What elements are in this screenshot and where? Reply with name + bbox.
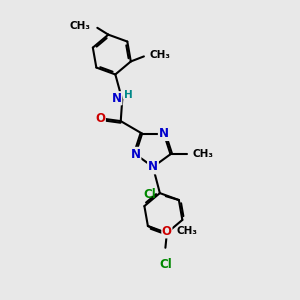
Text: H: H xyxy=(124,90,133,100)
Text: CH₃: CH₃ xyxy=(149,50,170,60)
Text: N: N xyxy=(159,127,169,140)
Text: N: N xyxy=(148,160,158,173)
Text: O: O xyxy=(95,112,105,125)
Text: CH₃: CH₃ xyxy=(193,149,214,159)
Text: CH₃: CH₃ xyxy=(177,226,198,236)
Text: N: N xyxy=(112,92,122,105)
Text: Cl: Cl xyxy=(159,258,172,271)
Text: CH₃: CH₃ xyxy=(70,21,91,31)
Text: O: O xyxy=(162,225,172,238)
Text: Cl: Cl xyxy=(143,188,156,201)
Text: N: N xyxy=(130,148,140,161)
